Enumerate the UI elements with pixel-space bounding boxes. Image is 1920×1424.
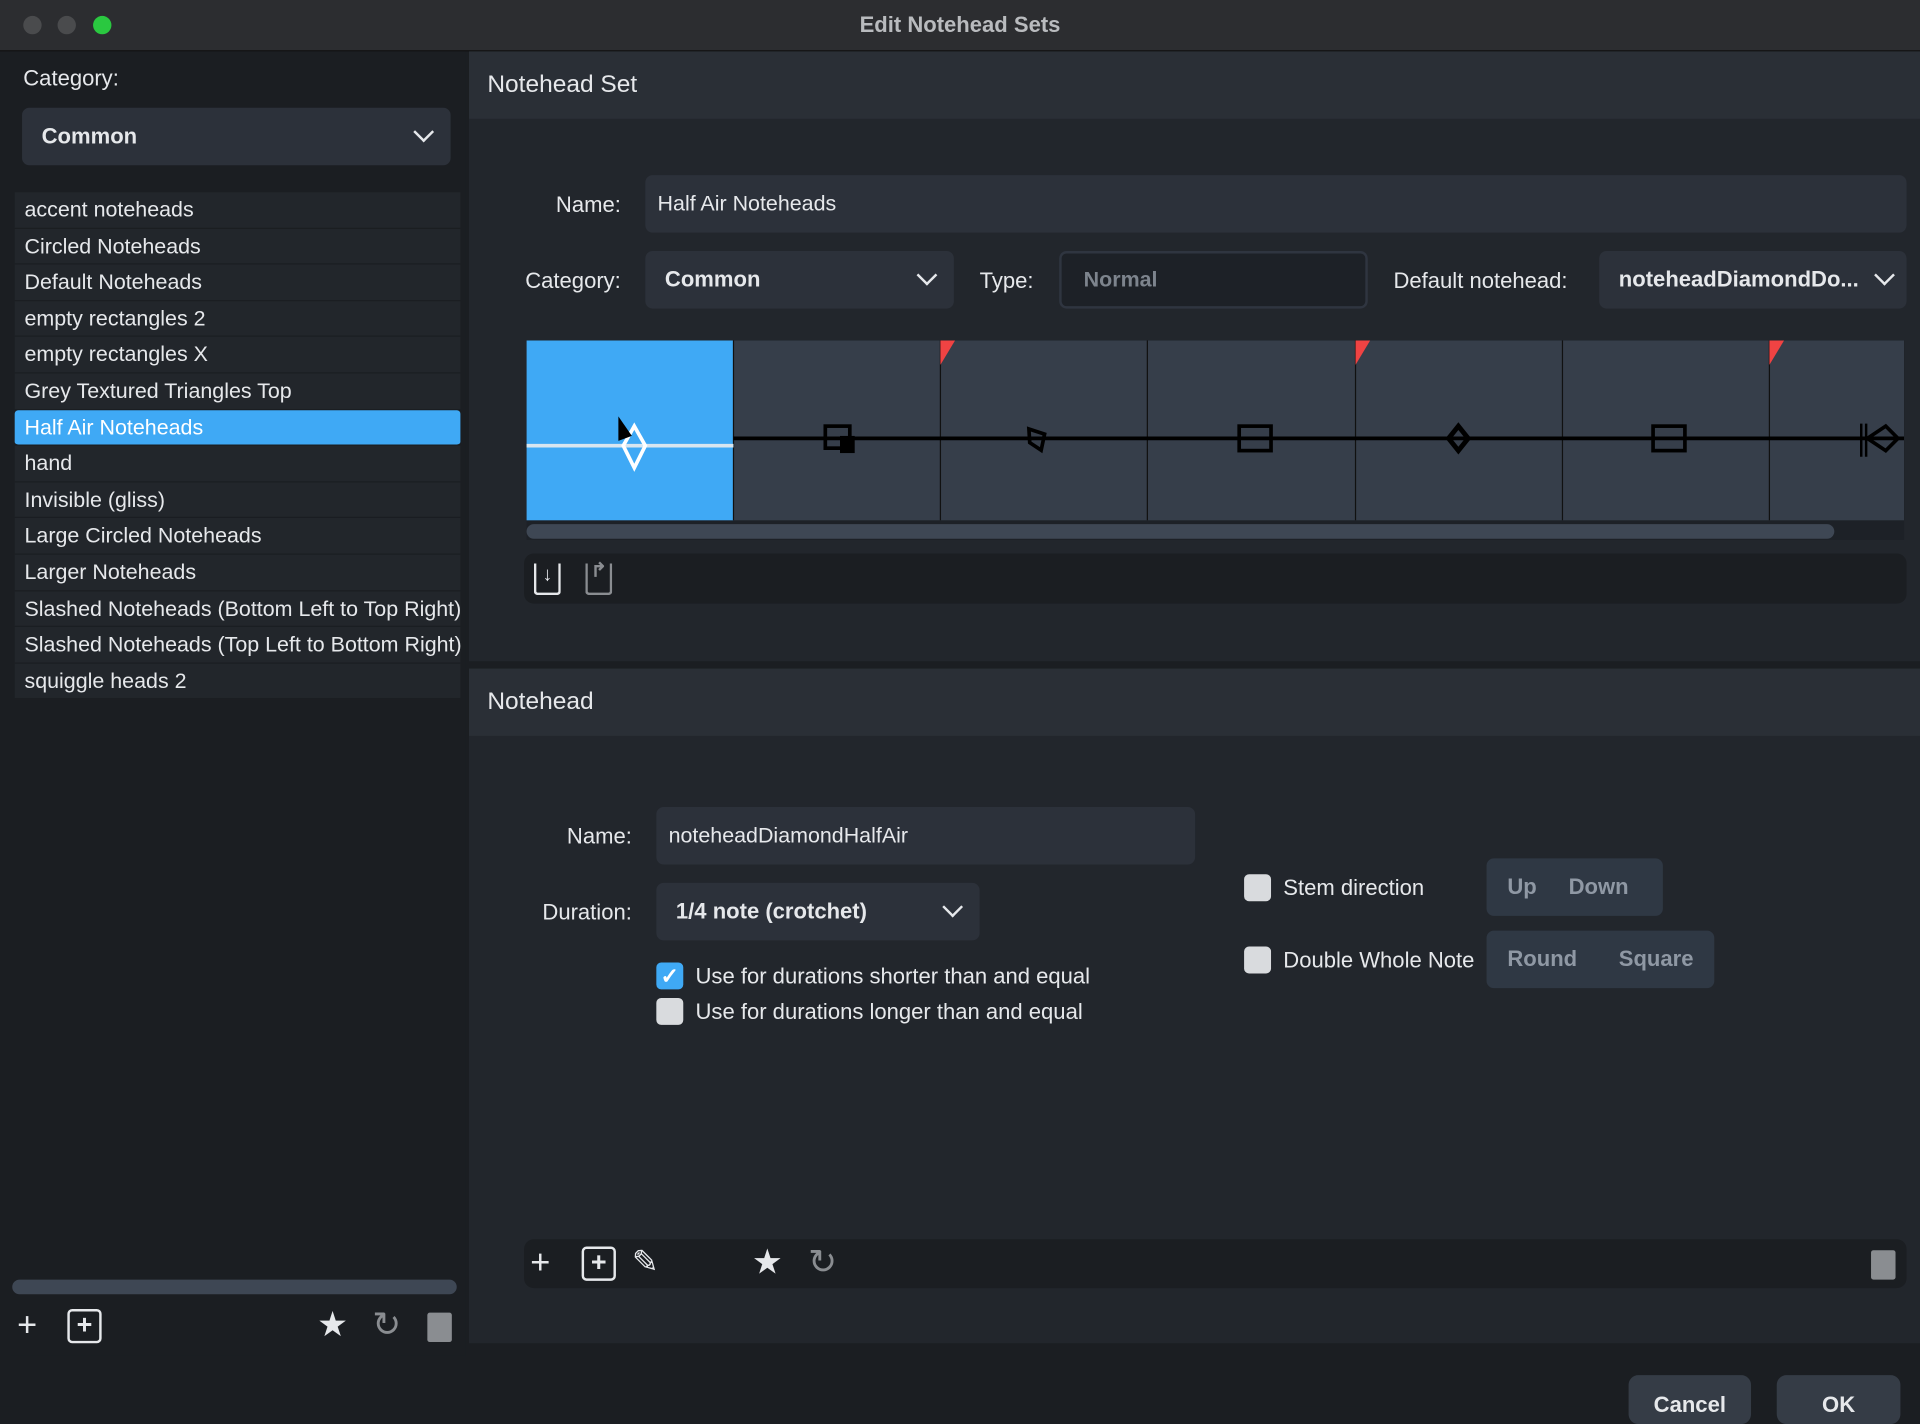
set-list-item[interactable]: Slashed Noteheads (Top Left to Bottom Ri…: [14, 627, 462, 664]
stem-direction-segmented: Up Down: [1486, 858, 1663, 916]
longer-durations-label: Use for durations longer than and equal: [695, 999, 1083, 1024]
type-label: Type:: [979, 268, 1034, 293]
shorter-durations-checkbox[interactable]: ✓: [656, 962, 684, 990]
half-air-fill-icon: [618, 416, 632, 441]
duplicate-icon[interactable]: +: [67, 1308, 102, 1344]
type-input[interactable]: Normal: [1059, 251, 1368, 309]
strip-scrollbar[interactable]: [526, 524, 1835, 539]
default-notehead-label: Default notehead:: [1393, 268, 1568, 293]
stem-up-option[interactable]: Up: [1507, 874, 1537, 899]
notehead-set-header: Notehead Set: [468, 51, 1920, 119]
set-list-item[interactable]: Large Circled Noteheads: [14, 518, 461, 555]
chevron-down-icon: [413, 120, 435, 142]
duration-dropdown[interactable]: 1/4 note (crotchet): [656, 882, 980, 941]
revert-icon[interactable]: ↻: [808, 1242, 837, 1281]
double-whole-segmented: Round Square: [1486, 930, 1715, 989]
import-icon[interactable]: ↓: [533, 563, 561, 596]
sidebar-scrollbar[interactable]: [12, 1279, 457, 1295]
rectangle-icon: [1237, 424, 1273, 453]
notehead-strip: [526, 340, 1905, 541]
set-list-item[interactable]: Grey Textured Triangles Top: [14, 373, 461, 410]
set-list-item[interactable]: Circled Noteheads: [14, 228, 461, 265]
revert-icon[interactable]: ↻: [372, 1305, 401, 1344]
set-list-item[interactable]: Default Noteheads: [14, 264, 461, 301]
set-list-item[interactable]: Half Air Noteheads: [14, 409, 461, 446]
diamond-small-icon: [1445, 422, 1472, 455]
rectangle-icon: [1651, 424, 1687, 453]
stem-down-option[interactable]: Down: [1568, 874, 1629, 899]
notehead-name-input[interactable]: noteheadDiamondHalfAir: [656, 806, 1196, 865]
ok-button[interactable]: OK: [1776, 1375, 1901, 1424]
set-list-item[interactable]: Larger Noteheads: [14, 554, 461, 591]
title-bar: Edit Notehead Sets: [0, 0, 1920, 52]
set-category-value: Common: [664, 266, 761, 292]
double-whole-note-label: Double Whole Note: [1283, 947, 1475, 973]
notehead-panel: Notehead: [468, 668, 1920, 1344]
round-option[interactable]: Round: [1507, 946, 1578, 972]
notehead-name-label: Name:: [566, 824, 632, 849]
duration-value: 1/4 note (crotchet): [675, 898, 867, 924]
set-list-item[interactable]: accent noteheads: [14, 192, 461, 229]
minimize-window-button[interactable]: [57, 15, 76, 35]
cell-dividers: [732, 340, 1771, 521]
close-window-button[interactable]: [23, 15, 42, 35]
chevron-down-icon: [1874, 264, 1895, 285]
double-bar-diamond-icon: [1864, 423, 1901, 453]
notehead-set-list: accent noteheads Circled Noteheads Default…: [14, 192, 462, 700]
category-label: Category:: [23, 66, 119, 91]
plus-icon[interactable]: +: [17, 1305, 38, 1344]
set-list-item[interactable]: squiggle heads 2: [14, 663, 461, 700]
default-notehead-dropdown[interactable]: noteheadDiamondDo...: [1599, 251, 1907, 309]
stem-direction-label: Stem direction: [1283, 875, 1425, 901]
trash-icon[interactable]: [427, 1312, 452, 1343]
chevron-down-icon: [916, 264, 938, 285]
zoom-window-button[interactable]: [93, 15, 112, 35]
notehead-cells-bg: [733, 340, 1905, 521]
duration-label: Duration:: [542, 900, 632, 925]
notehead-toolbar: + + ✎ ★ ↻: [524, 1239, 1907, 1289]
pencil-icon[interactable]: ✎: [631, 1242, 659, 1280]
category-value: Common: [41, 123, 138, 149]
set-list-item[interactable]: empty rectangles X: [14, 337, 461, 374]
set-name-input[interactable]: Half Air Noteheads: [645, 175, 1907, 233]
double-whole-note-checkbox[interactable]: [1244, 946, 1272, 974]
cancel-button[interactable]: Cancel: [1628, 1375, 1752, 1424]
set-list-item[interactable]: empty rectangles 2: [14, 300, 461, 338]
star-icon[interactable]: ★: [751, 1242, 783, 1281]
duplicate-icon[interactable]: +: [581, 1246, 616, 1281]
diamond-tilted-icon: [1026, 426, 1047, 454]
notehead-header: Notehead: [468, 668, 1920, 736]
set-list-item[interactable]: Invisible (gliss): [14, 482, 461, 519]
set-list-item[interactable]: hand: [14, 445, 461, 483]
name-label: Name:: [555, 192, 621, 217]
shorter-durations-label: Use for durations shorter than and equal: [695, 963, 1091, 989]
set-list-item[interactable]: Slashed Noteheads (Bottom Left to Top Ri…: [14, 590, 461, 628]
stem-direction-checkbox[interactable]: [1244, 874, 1272, 902]
notehead-set-toolbar: ↓ ↱: [524, 553, 1907, 604]
plus-icon[interactable]: +: [530, 1242, 551, 1281]
notehead-cells: [526, 340, 1905, 521]
default-notehead-value: noteheadDiamondDo...: [1618, 266, 1859, 292]
category-dropdown[interactable]: Common: [22, 107, 451, 166]
trash-icon[interactable]: [1871, 1250, 1896, 1280]
chevron-down-icon: [942, 896, 964, 917]
export-icon[interactable]: ↱: [585, 561, 613, 596]
diamond-half-air-icon: [621, 422, 648, 472]
square-option[interactable]: Square: [1618, 946, 1694, 972]
star-icon[interactable]: ★: [317, 1305, 348, 1344]
longer-durations-checkbox[interactable]: [656, 997, 684, 1025]
set-category-label: Category:: [525, 268, 621, 293]
set-category-dropdown[interactable]: Common: [645, 251, 954, 309]
window-title: Edit Notehead Sets: [859, 12, 1061, 37]
